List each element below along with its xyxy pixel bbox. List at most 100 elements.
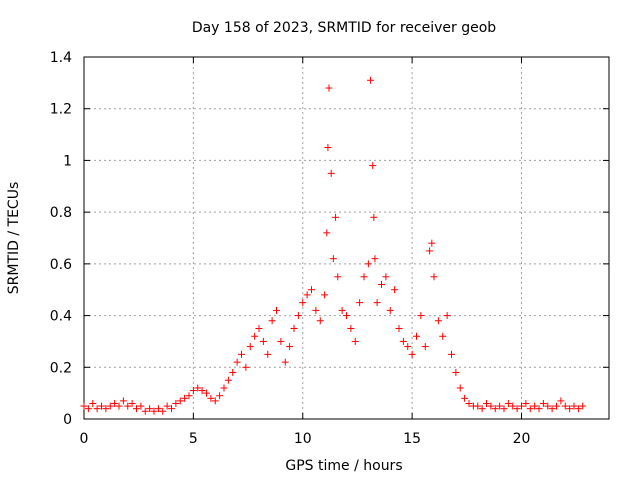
x-tick-label: 5: [189, 431, 198, 447]
axis-layer: 0 5 10 15 20 0 0.2 0.4 0.6 0.8 1 1.2 1.4: [50, 50, 610, 447]
data-point: [242, 363, 250, 371]
data-point: [98, 402, 105, 410]
y-tick-label: 0.6: [50, 257, 72, 273]
data-point: [382, 273, 390, 281]
data-point: [574, 405, 582, 413]
data-point: [277, 337, 285, 345]
data-point: [294, 312, 302, 320]
data-point: [84, 405, 92, 413]
data-point: [273, 306, 280, 314]
data-point: [526, 405, 534, 413]
data-point: [535, 405, 543, 413]
data-points: [80, 76, 587, 415]
data-point: [334, 273, 342, 281]
data-point: [496, 402, 504, 410]
data-point: [367, 76, 375, 84]
data-point: [343, 312, 350, 320]
data-point: [370, 213, 378, 221]
data-point: [259, 337, 267, 345]
data-point: [308, 286, 315, 294]
data-point: [566, 405, 574, 413]
data-point: [539, 399, 547, 407]
data-point: [553, 402, 560, 410]
data-point: [391, 286, 399, 294]
data-point: [465, 399, 473, 407]
data-point: [299, 299, 307, 307]
data-point: [371, 255, 379, 263]
data-point: [513, 405, 521, 413]
data-point: [181, 394, 189, 402]
data-point: [141, 407, 149, 415]
data-point: [327, 169, 335, 177]
data-point: [439, 332, 447, 340]
data-point: [290, 325, 298, 332]
chart-title: Day 158 of 2023, SRMTID for receiver geo…: [192, 20, 496, 36]
y-tick-label: 0.8: [50, 205, 72, 221]
data-point: [561, 402, 569, 410]
data-point: [119, 397, 127, 405]
data-point: [544, 402, 552, 410]
y-tick-label: 0.4: [50, 309, 72, 325]
data-point: [172, 399, 180, 407]
data-point: [434, 317, 442, 325]
x-tick-label: 10: [294, 431, 312, 447]
x-tick-label: 15: [403, 431, 421, 447]
data-point: [321, 291, 329, 299]
data-point: [386, 306, 394, 314]
data-point: [509, 402, 517, 410]
y-tick-label: 1: [63, 153, 72, 169]
data-point: [207, 394, 215, 402]
data-point: [408, 350, 416, 358]
data-point: [216, 392, 224, 400]
data-point: [154, 405, 162, 413]
data-point: [522, 399, 530, 407]
data-point: [176, 397, 184, 405]
data-point: [246, 343, 254, 351]
data-point: [351, 337, 359, 345]
data-point: [264, 350, 272, 358]
data-point: [168, 405, 175, 413]
data-point: [373, 299, 381, 307]
y-tick-label: 1.4: [50, 50, 72, 66]
data-point: [229, 368, 237, 376]
data-point: [106, 402, 114, 410]
data-point: [421, 343, 429, 351]
x-tick-label: 20: [513, 431, 531, 447]
data-point: [220, 384, 228, 392]
data-point: [413, 332, 420, 340]
data-point: [150, 407, 158, 415]
data-point: [281, 358, 289, 366]
data-point: [203, 389, 210, 397]
data-point: [251, 332, 259, 340]
data-point: [557, 397, 565, 405]
data-point: [329, 255, 337, 263]
data-point: [487, 402, 495, 410]
x-axis-label: GPS time / hours: [285, 458, 402, 474]
data-point: [163, 402, 171, 410]
data-point: [364, 260, 372, 268]
data-point: [347, 325, 355, 332]
y-axis-label: SRMTID / TECUs: [6, 182, 22, 295]
data-point: [504, 399, 512, 407]
data-point: [80, 402, 88, 410]
data-point: [570, 402, 578, 410]
data-point: [316, 317, 324, 325]
data-point: [430, 273, 438, 281]
data-point: [324, 144, 332, 151]
data-point: [483, 399, 490, 407]
data-point: [211, 397, 219, 405]
data-point: [93, 405, 101, 413]
data-point: [360, 273, 368, 281]
data-point: [198, 387, 206, 395]
data-point: [111, 399, 119, 407]
data-point: [312, 306, 320, 314]
data-point: [185, 392, 193, 400]
data-point: [323, 229, 331, 237]
data-point: [404, 343, 412, 351]
data-point: [268, 317, 276, 325]
data-point: [115, 402, 123, 410]
data-point: [369, 162, 377, 170]
plot-frame: [83, 56, 610, 420]
data-point: [500, 405, 508, 413]
